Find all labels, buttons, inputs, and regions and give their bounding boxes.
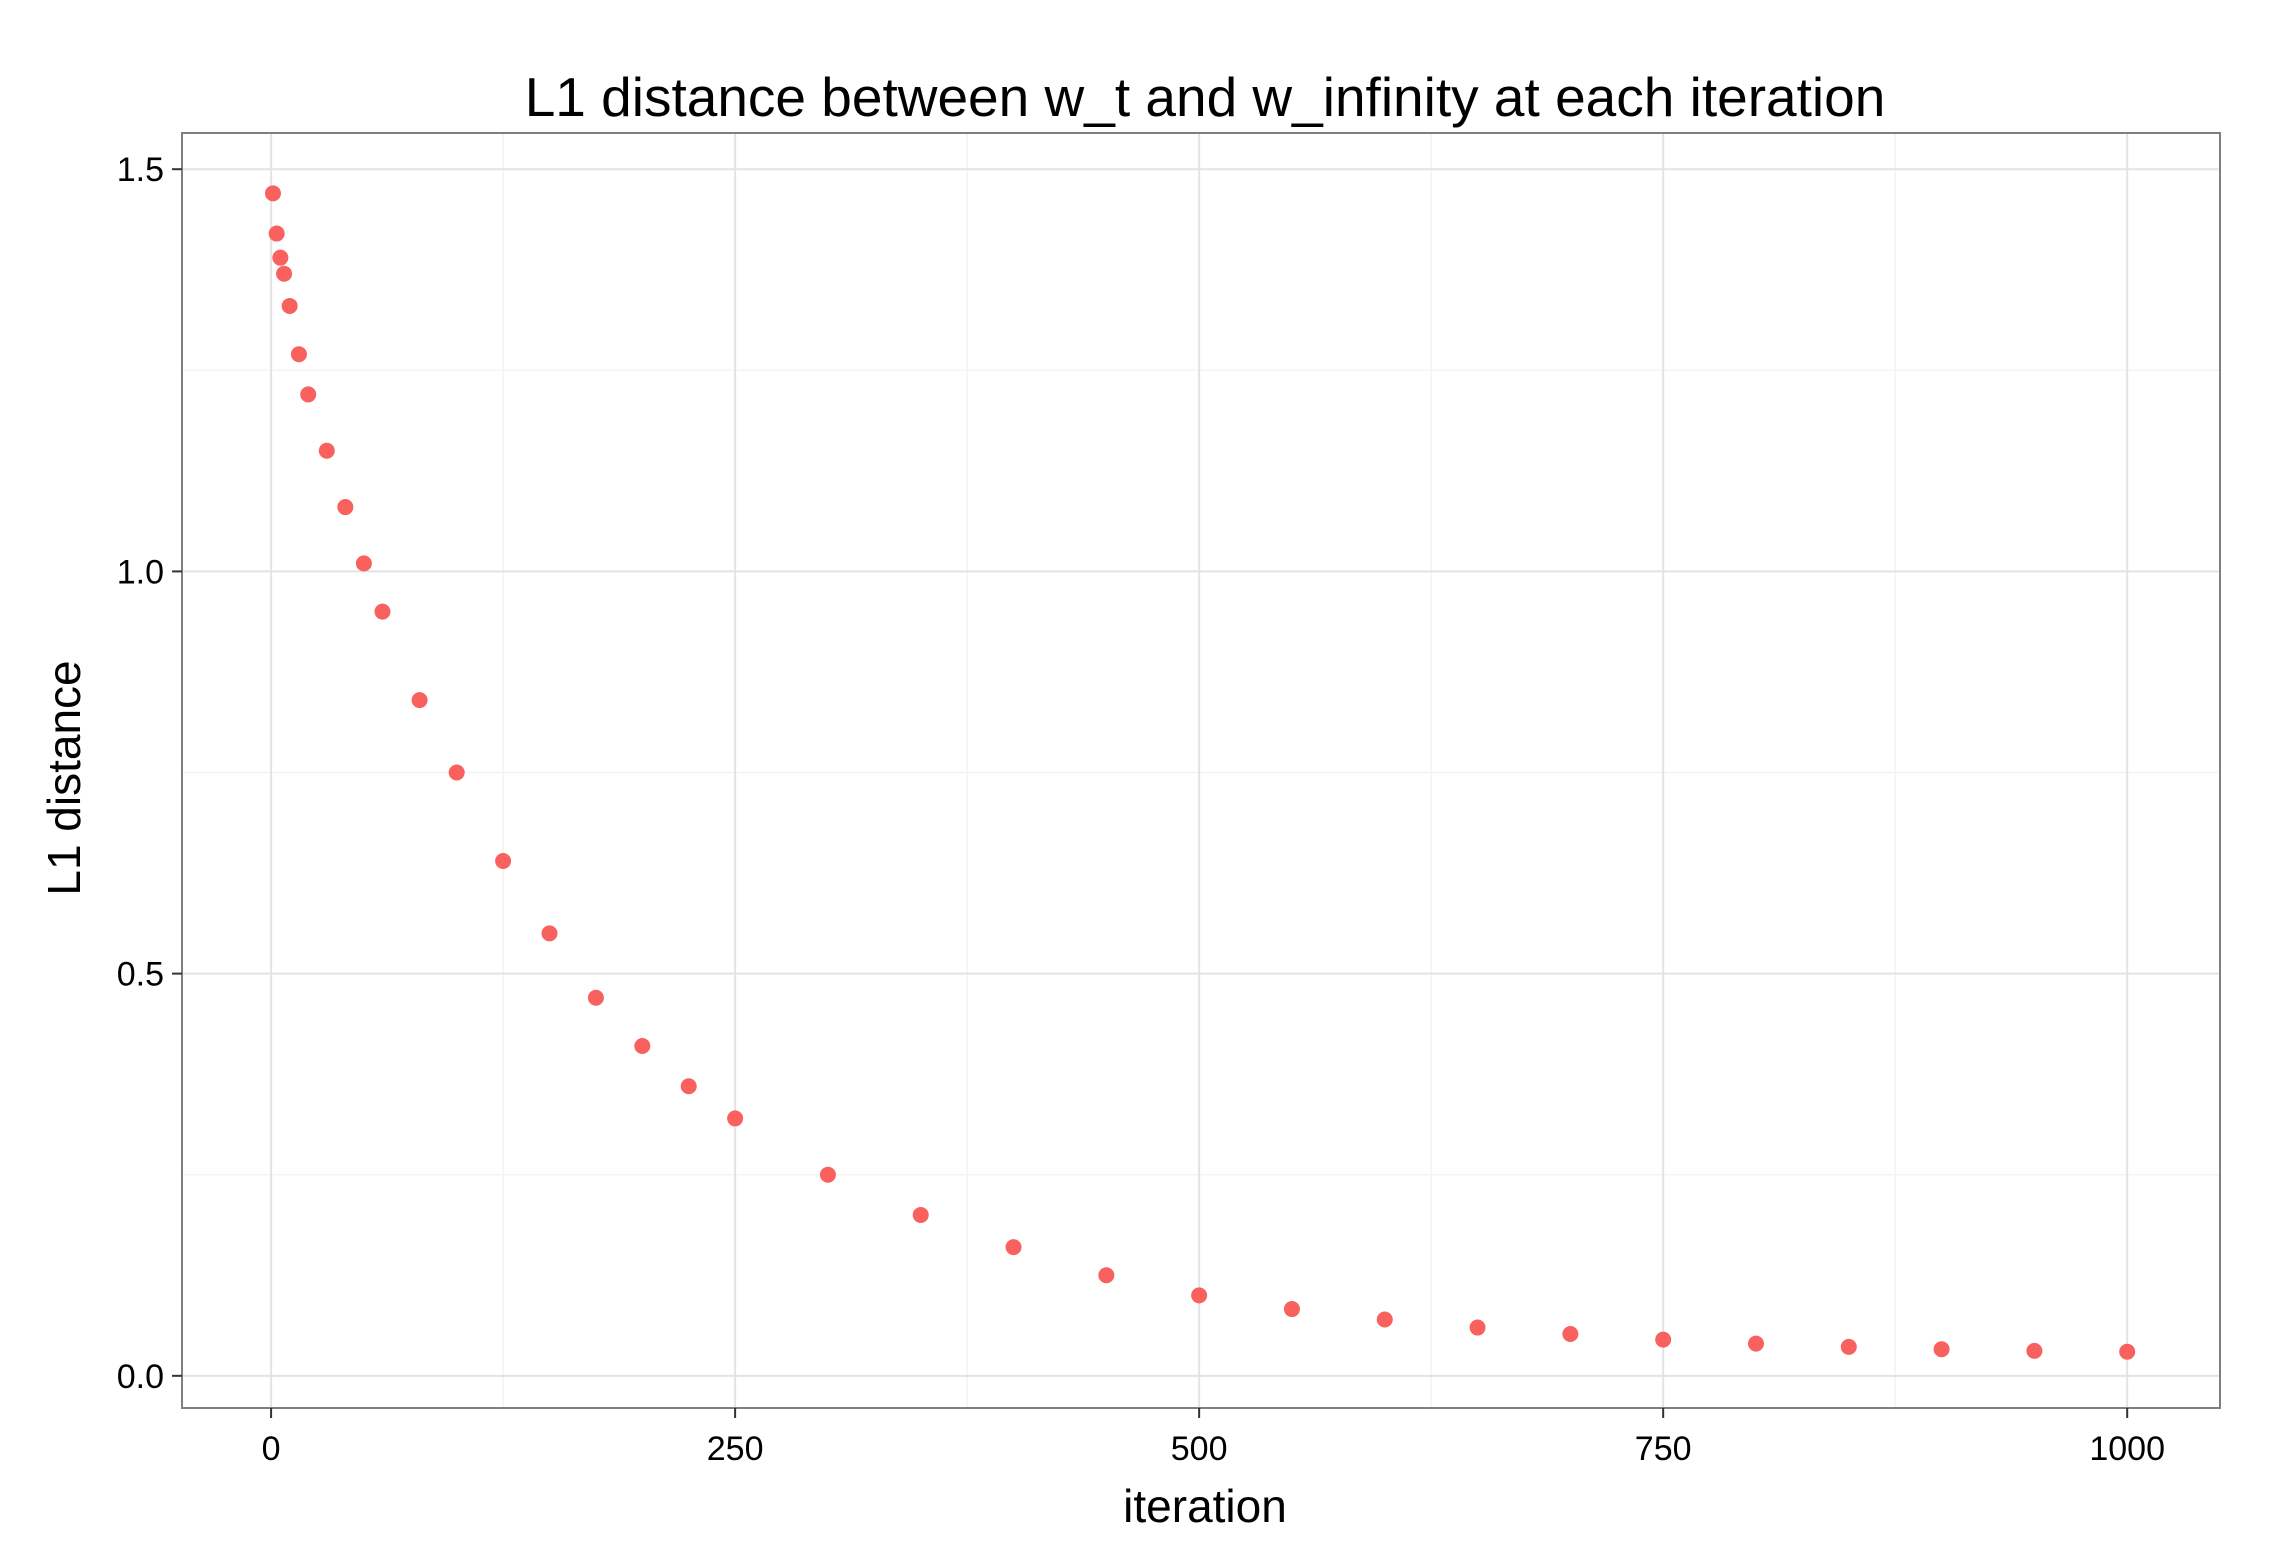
data-point — [290, 346, 307, 363]
y-tick-label: 0.5 — [117, 956, 164, 994]
x-axis: 0 250 500 750 1000 — [262, 1408, 2165, 1468]
x-tick-label: 1000 — [2089, 1430, 2165, 1468]
data-point — [2026, 1342, 2043, 1359]
data-point — [1562, 1325, 1579, 1342]
y-tick-label: 0.0 — [117, 1358, 164, 1396]
data-point — [318, 442, 335, 459]
x-tick-label: 250 — [707, 1430, 764, 1468]
data-point — [912, 1206, 929, 1223]
data-point — [2119, 1343, 2136, 1360]
data-point — [1191, 1287, 1208, 1304]
y-tick-label: 1.0 — [117, 553, 164, 591]
y-axis-label: L1 distance — [38, 660, 90, 895]
data-point — [264, 185, 281, 202]
x-tick-label: 500 — [1171, 1430, 1228, 1468]
data-point — [1283, 1301, 1300, 1318]
data-point — [495, 852, 512, 869]
data-points — [264, 185, 2136, 1360]
data-point — [272, 249, 289, 266]
data-point — [1655, 1331, 1672, 1348]
data-point — [1840, 1338, 1857, 1355]
data-point — [819, 1166, 836, 1183]
y-axis: 0.0 0.5 1.0 1.5 — [117, 151, 182, 1396]
data-point — [587, 989, 604, 1006]
data-point — [1747, 1335, 1764, 1352]
data-point — [355, 555, 372, 572]
data-point — [634, 1038, 651, 1055]
data-point — [276, 265, 293, 282]
data-point — [448, 764, 465, 781]
data-point — [1005, 1239, 1022, 1256]
grid-minor — [182, 133, 2220, 1408]
data-point — [281, 297, 298, 314]
data-point — [1469, 1319, 1486, 1336]
data-point — [1376, 1311, 1393, 1328]
x-tick-label: 0 — [262, 1430, 281, 1468]
data-point — [411, 692, 428, 709]
data-point — [1098, 1267, 1115, 1284]
y-tick-label: 1.5 — [117, 151, 164, 189]
chart-title: L1 distance between w_t and w_infinity a… — [525, 66, 1886, 128]
grid-major — [182, 133, 2220, 1408]
data-point — [541, 925, 558, 942]
data-point — [374, 603, 391, 620]
x-axis-label: iteration — [1123, 1480, 1287, 1532]
data-point — [268, 225, 285, 242]
data-point — [337, 499, 354, 516]
x-tick-label: 750 — [1635, 1430, 1692, 1468]
data-point — [727, 1110, 744, 1127]
data-point — [1933, 1341, 1950, 1358]
data-point — [680, 1078, 697, 1095]
panel-border — [181, 132, 2221, 1409]
data-point — [300, 386, 317, 403]
